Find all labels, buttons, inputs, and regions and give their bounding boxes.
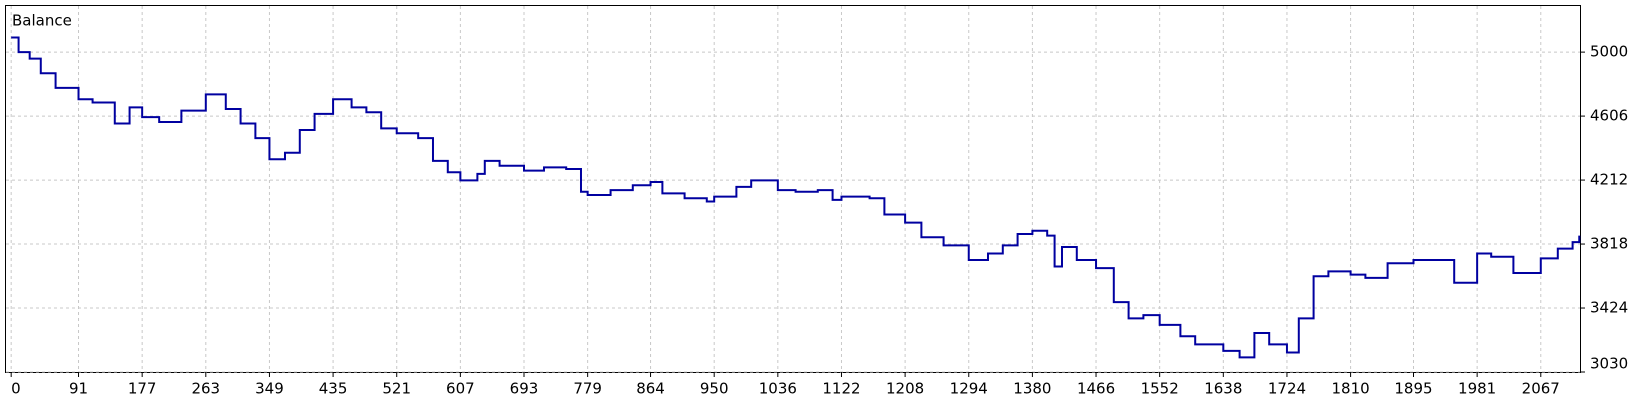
x-tick-label: 177 bbox=[128, 380, 157, 398]
x-tick-label: 0 bbox=[11, 380, 21, 398]
x-tick-label: 1036 bbox=[759, 380, 797, 398]
x-tick-label: 1380 bbox=[1013, 380, 1051, 398]
x-tick-label: 1294 bbox=[950, 380, 988, 398]
x-tick-label: 435 bbox=[319, 380, 348, 398]
x-tick-label: 1208 bbox=[886, 380, 924, 398]
x-tick-label: 349 bbox=[255, 380, 284, 398]
x-tick-label: 864 bbox=[636, 380, 665, 398]
x-tick-label: 950 bbox=[700, 380, 729, 398]
plot-frame bbox=[5, 5, 1581, 373]
balance-line bbox=[11, 36, 1581, 359]
x-tick-label: 1638 bbox=[1204, 380, 1242, 398]
chart-title: Balance bbox=[12, 12, 72, 30]
x-tick-label: 2067 bbox=[1522, 380, 1560, 398]
x-tick-label: 521 bbox=[382, 380, 411, 398]
x-tick-label: 779 bbox=[573, 380, 602, 398]
x-tick-label: 1552 bbox=[1141, 380, 1179, 398]
x-tick-label: 263 bbox=[191, 380, 220, 398]
x-tick-label: 1122 bbox=[822, 380, 860, 398]
x-tick-label: 1466 bbox=[1077, 380, 1115, 398]
y-tick-label: 4212 bbox=[1590, 171, 1628, 189]
y-tick-label: 4606 bbox=[1590, 107, 1628, 125]
x-tick-label: 607 bbox=[446, 380, 475, 398]
y-tick-label: 5000 bbox=[1590, 43, 1628, 61]
x-tick-label: 1724 bbox=[1268, 380, 1306, 398]
x-tick-label: 1981 bbox=[1458, 380, 1496, 398]
y-tick-label: 3424 bbox=[1590, 299, 1628, 317]
x-tick-label: 91 bbox=[69, 380, 88, 398]
y-tick-label: 3818 bbox=[1590, 235, 1628, 253]
x-tick-label: 1895 bbox=[1394, 380, 1432, 398]
x-tick-label: 1810 bbox=[1332, 380, 1370, 398]
y-tick-label: 3030 bbox=[1590, 355, 1628, 373]
x-tick-label: 693 bbox=[510, 380, 539, 398]
